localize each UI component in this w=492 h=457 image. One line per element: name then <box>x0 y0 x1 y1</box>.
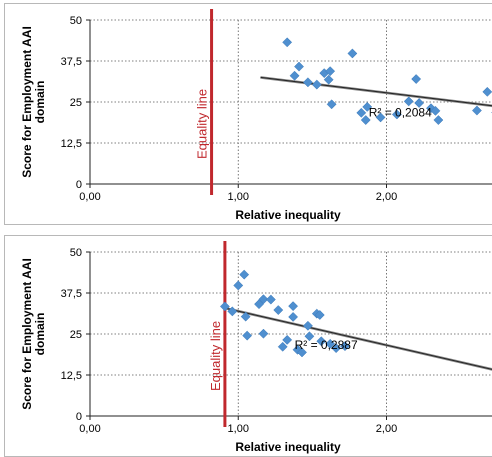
x-tick-label: 2,00 <box>376 423 397 435</box>
data-point <box>375 112 386 123</box>
y-tick-label: 12,5 <box>61 138 82 150</box>
data-point <box>325 338 336 349</box>
y-tick-label: 12,5 <box>61 370 82 382</box>
r-squared-label: R² = 0,2887 <box>295 338 358 352</box>
y-axis-title-line: domain <box>33 81 47 124</box>
x-tick-label: 0,00 <box>79 423 100 435</box>
data-point <box>297 347 307 358</box>
x-tick-label: 1,00 <box>228 191 249 203</box>
equality-line-label: Equality line <box>195 89 210 159</box>
data-point <box>323 74 334 85</box>
x-tick-label: 0,00 <box>79 191 100 203</box>
data-point <box>331 343 342 354</box>
data-point <box>316 336 327 347</box>
x-tick-label: 1,00 <box>228 423 249 435</box>
data-point <box>430 105 441 116</box>
data-point <box>482 86 492 97</box>
data-point <box>294 61 304 72</box>
data-point <box>325 66 336 77</box>
chart-panel-2: 012,52537,5500,001,002,003,004,00Relativ… <box>0 232 492 457</box>
data-point <box>288 311 299 322</box>
r-squared-label: R² = 0,2084 <box>369 105 432 119</box>
y-axis-title-line: domain <box>33 313 47 356</box>
data-point <box>233 280 244 291</box>
y-tick-label: 37,5 <box>61 288 82 300</box>
scatter-chart-1: 012,52537,5500,001,002,003,004,00Relativ… <box>20 9 492 222</box>
data-point <box>282 37 293 48</box>
y-tick-label: 0 <box>76 411 82 423</box>
data-point <box>326 99 337 110</box>
y-tick-label: 0 <box>76 179 82 191</box>
data-point <box>356 107 367 118</box>
data-point <box>292 344 303 355</box>
y-tick-label: 50 <box>70 247 82 259</box>
data-point <box>414 98 425 108</box>
scatter-chart-2: 012,52537,5500,001,002,003,004,00Relativ… <box>20 241 492 454</box>
y-axis-title-line: Score for Employment AAI <box>20 258 34 410</box>
x-tick-label: 2,00 <box>376 191 397 203</box>
data-point <box>289 70 300 81</box>
data-point <box>258 294 269 305</box>
data-point <box>391 109 402 120</box>
y-tick-label: 37,5 <box>61 56 82 68</box>
data-point <box>227 306 238 317</box>
data-point <box>360 115 371 125</box>
data-point <box>311 79 322 90</box>
equality-line-label: Equality line <box>208 321 223 391</box>
data-point <box>426 103 436 114</box>
y-axis-title: Score for Employment AAI domain <box>20 258 47 410</box>
data-point <box>240 311 251 322</box>
data-point <box>433 115 444 125</box>
chart-panel-1: 012,52537,5500,001,002,003,004,00Relativ… <box>0 0 492 225</box>
chart-frame <box>4 3 492 225</box>
equality-line-label-group: Equality line <box>195 89 210 159</box>
data-point <box>347 48 358 59</box>
data-point <box>362 101 373 112</box>
data-point <box>265 294 276 305</box>
data-point <box>282 334 293 345</box>
data-point <box>471 105 482 116</box>
trendline <box>223 307 492 370</box>
x-axis-title: Relative inequality <box>235 208 341 222</box>
data-point <box>411 74 422 84</box>
x-axis-title: Relative inequality <box>235 440 341 454</box>
data-point <box>258 328 269 339</box>
y-tick-label: 25 <box>70 329 82 341</box>
data-point <box>273 305 284 316</box>
data-point <box>239 269 250 280</box>
data-point <box>403 96 414 107</box>
equality-line-label-group: Equality line <box>208 321 223 391</box>
data-point <box>242 330 253 341</box>
data-point <box>277 341 288 352</box>
y-tick-label: 50 <box>70 15 82 27</box>
data-point <box>302 320 313 331</box>
data-point <box>302 77 313 88</box>
data-point <box>340 341 350 352</box>
data-point <box>314 310 325 320</box>
data-point <box>288 301 299 312</box>
y-axis-title-line: Score for Employment AAI <box>20 26 34 178</box>
y-tick-label: 25 <box>70 97 82 109</box>
data-point <box>219 301 230 312</box>
data-point <box>304 331 315 342</box>
y-axis-title: Score for Employment AAI domain <box>20 26 47 178</box>
